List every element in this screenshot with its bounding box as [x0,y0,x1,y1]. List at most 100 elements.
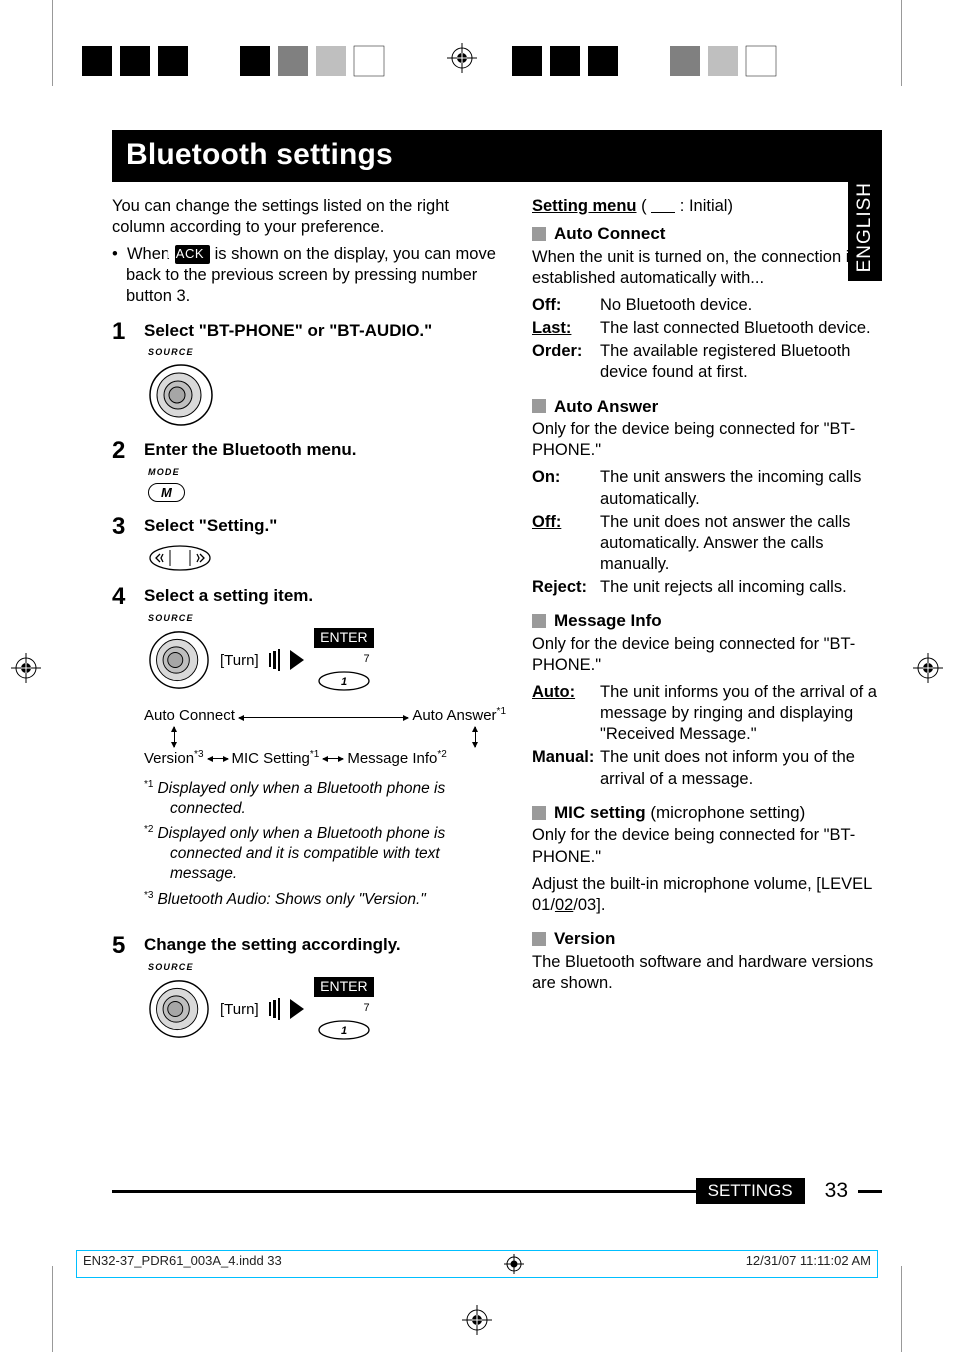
step-5: 5 Change the setting accordingly. SOURCE… [112,934,506,1041]
section-title: Auto Connect [554,223,665,245]
step-title: Select "BT-PHONE" or "BT-AUDIO." [144,320,506,342]
content: Bluetooth settings You can change the se… [112,130,882,1232]
flow-node: Auto Connect [144,706,235,725]
section-desc: Only for the device being connected for … [532,419,882,461]
footnote: *3Bluetooth Audio: Shows only "Version." [144,890,506,910]
registration-mark [459,1302,495,1338]
step-number: 4 [112,585,134,609]
footer: SETTINGS 33 [112,1178,882,1204]
dial-icon [148,979,210,1039]
kv-row: Last:The last connected Bluetooth device… [532,318,882,339]
left-column: You can change the settings listed on th… [112,196,506,1041]
rocker-icon [148,543,212,573]
svg-text:1: 1 [341,1025,347,1037]
right-column: Setting menu ( : Initial) Auto Connect W… [532,196,882,1041]
flow-node: MIC Setting*1 [232,749,320,768]
svg-text:1: 1 [341,676,347,688]
kv-row: Auto:The unit informs you of the arrival… [532,682,882,745]
step-number: 2 [112,439,134,463]
mode-button-icon: M [148,483,185,502]
section-desc: When the unit is turned on, the connecti… [532,247,882,289]
crop-line [52,1266,53,1352]
section-message-info: Message Info Only for the device being c… [532,610,882,790]
section-desc: The Bluetooth software and hardware vers… [532,952,882,994]
section-desc: Only for the device being connected for … [532,825,882,867]
section-title: MIC setting (microphone setting) [554,802,805,824]
kv-row: Manual:The unit does not inform you of t… [532,747,882,789]
seven-label: 7 [363,1001,369,1015]
registration-mark [8,650,44,686]
step-title: Change the setting accordingly. [144,934,506,956]
setting-menu-header: Setting menu ( : Initial) [532,196,882,217]
bars-icon [269,998,281,1020]
section-desc: Only for the device being connected for … [532,634,882,676]
bars-icon [269,649,281,671]
square-bullet-icon [532,399,546,413]
source-label: SOURCE [148,347,506,359]
kv-row: Off:The unit does not answer the calls a… [532,512,882,575]
dial-icon [148,630,210,690]
page-number: 33 [825,1179,848,1203]
flow-diagram: Auto Connect Auto Answer*1 Ver [144,706,506,768]
square-bullet-icon [532,806,546,820]
step-number: 1 [112,320,134,344]
crop-line [52,0,53,86]
square-bullet-icon [532,614,546,628]
columns: You can change the settings listed on th… [112,196,882,1041]
mode-label: MODE [148,467,506,479]
footnote: *2Displayed only when a Bluetooth phone … [144,824,506,884]
seven-label: 7 [363,652,369,666]
source-label: SOURCE [148,962,506,974]
step-title: Select a setting item. [144,585,506,607]
step-1: 1 Select "BT-PHONE" or "BT-AUDIO." SOURC… [112,320,506,427]
intro-text: You can change the settings listed on th… [112,196,506,238]
step-2: 2 Enter the Bluetooth menu. MODE M [112,439,506,503]
flow-node: Message Info*2 [347,749,447,768]
turn-label: [Turn] [220,1000,259,1019]
enter-chip: ENTER [314,628,373,648]
arrow-right-icon [290,999,304,1019]
indesign-slug: EN32-37_PDR61_003A_4.indd 33 12/31/07 11… [76,1250,878,1278]
section-title: Auto Answer [554,396,658,418]
turn-label: [Turn] [220,651,259,670]
step-4: 4 Select a setting item. SOURCE [Turn] [112,585,506,916]
kv-row: Order:The available registered Bluetooth… [532,341,882,383]
source-label: SOURCE [148,613,506,625]
section-version: Version The Bluetooth software and hardw… [532,928,882,994]
slug-timestamp: 12/31/07 11:11:02 AM [746,1253,871,1275]
oval-button-icon: 1 [317,670,371,692]
crop-line [901,1266,902,1352]
section-mic-setting: MIC setting (microphone setting) Only fo… [532,802,882,916]
enter-chip: ENTER [314,977,373,997]
square-bullet-icon [532,227,546,241]
square-bullet-icon [532,932,546,946]
back-chip: BACK [175,245,210,264]
page: ENGLISH Bluetooth settings You can chang… [0,0,954,1352]
section-auto-connect: Auto Connect When the unit is turned on,… [532,223,882,383]
step-number: 5 [112,934,134,958]
step-number: 3 [112,515,134,539]
footnote: *1Displayed only when a Bluetooth phone … [144,779,506,819]
flow-node: Version*3 [144,749,204,768]
step-title: Select "Setting." [144,515,506,537]
section-title: Version [554,928,615,950]
registration-mark [910,650,946,686]
slug-file: EN32-37_PDR61_003A_4.indd 33 [83,1253,282,1275]
arrow-right-icon [290,650,304,670]
oval-button-icon: 1 [317,1019,371,1041]
kv-row: Off:No Bluetooth device. [532,295,882,316]
page-title: Bluetooth settings [112,130,882,182]
step-title: Enter the Bluetooth menu. [144,439,506,461]
section-auto-answer: Auto Answer Only for the device being co… [532,396,882,599]
section-desc: Adjust the built-in microphone volume, [… [532,874,882,916]
flow-node: Auto Answer*1 [412,706,506,725]
dial-icon [148,363,214,427]
kv-row: Reject:The unit rejects all incoming cal… [532,577,882,598]
footer-badge: SETTINGS [696,1178,805,1204]
intro-bullet: • When BACK is shown on the display, you… [112,244,506,307]
step-3: 3 Select "Setting." [112,515,506,573]
section-title: Message Info [554,610,662,632]
crop-marks-top [0,38,954,88]
crop-line [901,0,902,86]
kv-row: On:The unit answers the incoming calls a… [532,467,882,509]
